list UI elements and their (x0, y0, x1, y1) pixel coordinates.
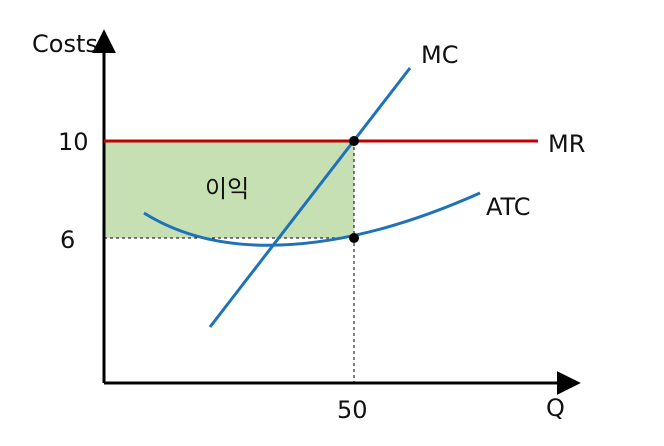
profit-area (104, 141, 354, 238)
y-axis-label: Costs (32, 30, 98, 58)
x-tick-50: 50 (337, 396, 368, 424)
mc-mr-intersection-dot (349, 136, 359, 146)
x-axis-label: Q (546, 394, 565, 422)
y-tick-10: 10 (58, 128, 89, 156)
profit-label: 이익 (205, 175, 249, 203)
atc-curve (143, 191, 481, 247)
mc-label: MC (421, 41, 458, 69)
y-tick-6: 6 (60, 226, 75, 254)
atc-label: ATC (486, 193, 531, 221)
mr-label: MR (548, 130, 585, 158)
mc-line (208, 67, 412, 328)
atc-point-dot (349, 233, 359, 243)
